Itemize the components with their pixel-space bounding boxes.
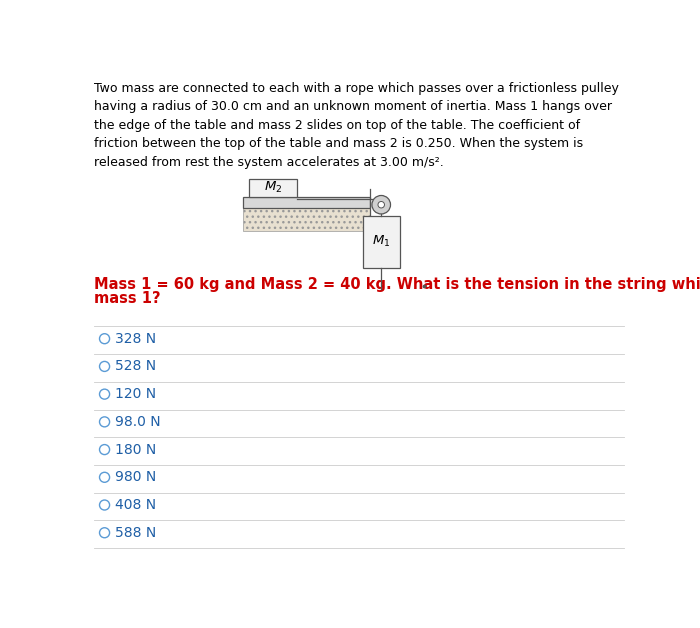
Text: 408 N: 408 N xyxy=(116,498,157,512)
Circle shape xyxy=(372,195,391,214)
Text: 328 N: 328 N xyxy=(116,332,157,345)
Circle shape xyxy=(99,472,110,482)
Text: 98.0 N: 98.0 N xyxy=(116,415,161,429)
Circle shape xyxy=(378,202,384,208)
Text: 120 N: 120 N xyxy=(116,387,157,401)
Bar xyxy=(242,197,370,208)
Text: Mass 1 = 60 kg and Mass 2 = 40 kg. What is the tension in the string which is co: Mass 1 = 60 kg and Mass 2 = 40 kg. What … xyxy=(94,277,700,292)
Circle shape xyxy=(99,445,110,455)
Text: 180 N: 180 N xyxy=(116,443,157,457)
Text: $M_2$: $M_2$ xyxy=(264,180,282,195)
Text: 588 N: 588 N xyxy=(116,526,157,539)
Bar xyxy=(242,208,370,231)
Text: 528 N: 528 N xyxy=(116,359,157,374)
Text: $M_1$: $M_1$ xyxy=(372,234,391,249)
Text: Two mass are connected to each with a rope which passes over a frictionless pull: Two mass are connected to each with a ro… xyxy=(94,82,619,168)
Circle shape xyxy=(99,417,110,427)
Circle shape xyxy=(99,500,110,510)
Text: 980 N: 980 N xyxy=(116,470,157,484)
Circle shape xyxy=(99,389,110,399)
Circle shape xyxy=(99,362,110,371)
Text: mass 1?: mass 1? xyxy=(94,291,160,306)
Bar xyxy=(248,178,297,197)
Circle shape xyxy=(99,333,110,344)
Circle shape xyxy=(99,528,110,538)
Bar xyxy=(363,215,400,268)
